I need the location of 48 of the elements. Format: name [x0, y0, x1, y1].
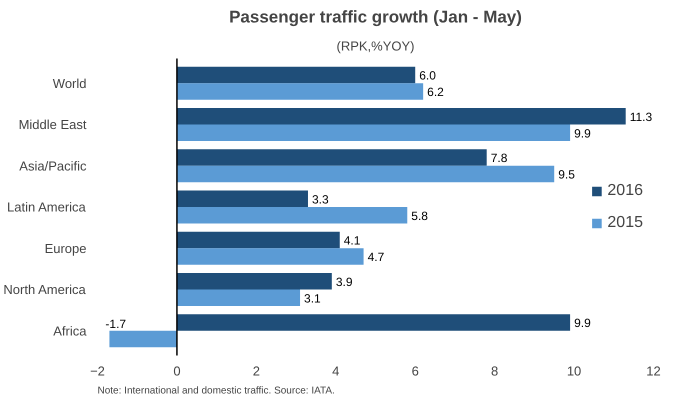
x-tick-label: −2	[90, 364, 105, 378]
data-label: 4.7	[368, 250, 385, 264]
data-label: 11.3	[630, 110, 652, 124]
data-label: 9.9	[574, 126, 592, 140]
legend-label: 2015	[607, 214, 643, 232]
x-tick-label: 8	[491, 364, 498, 378]
data-label: 6.2	[427, 85, 444, 99]
y-tick-label: World	[52, 76, 87, 91]
data-label: 5.8	[411, 208, 428, 223]
chart-title: Passenger traffic growth (Jan - May)	[229, 8, 522, 26]
bar	[176, 83, 424, 100]
data-label: 9.9	[574, 316, 592, 330]
chart-subtitle: (RPK,%YOY)	[336, 38, 415, 54]
data-label: 6.0	[419, 68, 436, 82]
data-label: 9.5	[558, 168, 576, 182]
data-label: 3.3	[312, 192, 329, 206]
x-tick-label: 10	[566, 364, 582, 378]
text: Note: International and domestic traffic. Source: IATA.	[98, 386, 335, 396]
data-label: 4.1	[344, 234, 361, 248]
data-label: -1.7	[105, 316, 126, 331]
x-tick-label: 6	[412, 364, 419, 378]
y-tick-label: Africa	[53, 323, 88, 338]
bar	[176, 207, 408, 224]
bar	[176, 149, 487, 166]
x-tick-label: 0	[173, 364, 181, 378]
x-tick-label: 4	[332, 364, 340, 378]
x-tick-label: 2	[252, 364, 260, 378]
y-tick-label: Europe	[44, 240, 86, 256]
x-tick-label: 12	[646, 364, 661, 378]
bar	[176, 66, 416, 84]
data-label: 3.9	[336, 274, 353, 289]
y-tick-label: Middle East	[18, 117, 87, 132]
data-label: 7.8	[490, 151, 508, 165]
y-tick-label: North America	[3, 282, 87, 297]
bar	[176, 290, 300, 306]
y-tick-label: Asia/Pacific	[19, 158, 87, 174]
bar	[176, 190, 308, 207]
bar	[109, 330, 177, 348]
data-label: 3.1	[304, 291, 322, 306]
bar	[176, 273, 332, 290]
bar	[176, 232, 340, 248]
bar	[176, 314, 570, 331]
legend-label: 2016	[607, 182, 643, 200]
bar	[176, 248, 364, 265]
bar	[176, 166, 554, 182]
bar	[176, 108, 626, 124]
y-tick-label: Latin America	[7, 200, 87, 214]
bar	[176, 124, 570, 141]
